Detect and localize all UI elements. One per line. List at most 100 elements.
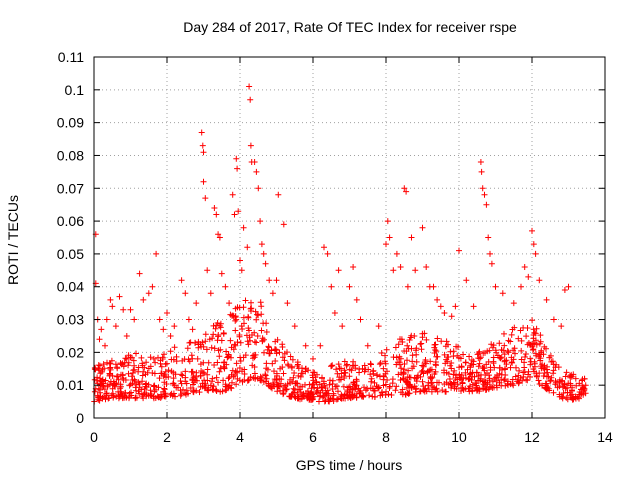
data-point	[402, 377, 409, 384]
data-point	[380, 365, 387, 372]
data-point	[214, 320, 221, 326]
data-point	[136, 381, 143, 387]
data-point	[155, 384, 162, 391]
data-point	[255, 185, 262, 192]
data-point	[322, 397, 329, 404]
data-point	[405, 390, 412, 397]
data-point	[269, 290, 276, 297]
y-tick-label: 0.08	[57, 147, 84, 163]
data-point	[413, 345, 420, 352]
data-point	[537, 338, 544, 345]
data-point	[442, 388, 449, 395]
data-point	[178, 380, 185, 387]
data-point	[330, 392, 337, 399]
data-point	[498, 346, 505, 353]
data-point	[251, 159, 258, 165]
data-point	[516, 379, 523, 386]
data-point	[98, 326, 105, 333]
data-point	[397, 336, 403, 343]
data-point	[170, 375, 177, 382]
data-point	[401, 185, 408, 192]
data-point	[201, 370, 208, 377]
data-point	[125, 362, 132, 369]
data-point	[276, 383, 282, 389]
data-point	[338, 365, 344, 372]
data-point	[434, 296, 441, 303]
data-point	[320, 380, 327, 387]
data-point	[362, 366, 369, 373]
data-point	[392, 344, 399, 351]
data-point	[478, 168, 485, 175]
data-point	[554, 384, 561, 391]
data-point	[400, 371, 407, 378]
data-point	[501, 342, 508, 349]
data-point	[171, 323, 178, 330]
data-point	[214, 337, 221, 344]
data-point	[280, 370, 287, 377]
data-point	[561, 287, 568, 293]
data-point	[453, 343, 460, 350]
data-point	[200, 343, 207, 350]
data-point	[399, 391, 406, 398]
data-point	[267, 384, 274, 391]
data-point	[170, 390, 177, 397]
data-point	[532, 330, 539, 337]
data-point	[313, 378, 320, 385]
data-point	[419, 367, 426, 374]
y-tick-label: 0.03	[57, 312, 84, 328]
x-tick-label: 14	[597, 429, 613, 445]
data-point	[129, 354, 135, 361]
data-point	[564, 396, 571, 403]
data-point	[260, 250, 267, 257]
data-point	[559, 378, 566, 385]
data-point	[133, 381, 140, 388]
data-point	[125, 370, 132, 377]
data-point	[131, 366, 138, 373]
data-point	[234, 165, 241, 172]
data-point	[334, 383, 340, 390]
data-point	[397, 361, 403, 368]
data-point	[95, 362, 102, 369]
data-point	[510, 300, 517, 307]
data-point	[466, 375, 473, 382]
data-point	[406, 381, 413, 388]
data-point	[171, 382, 178, 389]
data-point	[386, 234, 393, 241]
data-point	[453, 372, 459, 379]
data-point	[518, 283, 524, 290]
data-point	[578, 390, 585, 397]
data-point	[106, 395, 113, 401]
data-point	[543, 345, 549, 352]
data-point	[160, 373, 167, 380]
data-point	[532, 250, 539, 257]
data-point	[263, 375, 270, 382]
data-point	[549, 358, 556, 365]
data-point	[429, 383, 436, 390]
data-point	[536, 277, 543, 284]
data-point	[477, 159, 484, 165]
data-point	[211, 362, 218, 368]
data-point	[214, 359, 221, 366]
data-point	[423, 336, 430, 343]
data-point	[136, 270, 143, 277]
data-point	[508, 354, 515, 361]
data-point	[415, 372, 421, 379]
data-point	[576, 380, 583, 387]
data-point	[408, 234, 415, 241]
data-point	[419, 224, 426, 231]
data-point	[396, 353, 403, 360]
data-point	[188, 352, 195, 359]
data-point	[199, 339, 206, 346]
data-point	[378, 389, 385, 396]
data-point	[413, 351, 420, 358]
data-point	[209, 335, 216, 342]
data-point	[442, 360, 449, 367]
data-point	[102, 342, 108, 349]
data-point	[183, 387, 190, 394]
data-point	[286, 393, 293, 400]
data-point	[150, 383, 157, 390]
x-ticks: 0 2 4 6 8 10 12 14	[90, 57, 613, 445]
y-ticks: 0 0.01 0.02 0.03 0.04 0.05 0.06 0.07 0.08 0.09 0.1…	[57, 49, 605, 426]
data-point	[524, 377, 531, 384]
data-point	[530, 241, 537, 248]
